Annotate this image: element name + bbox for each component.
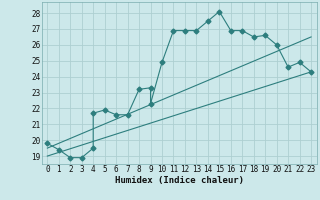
X-axis label: Humidex (Indice chaleur): Humidex (Indice chaleur) xyxy=(115,176,244,185)
